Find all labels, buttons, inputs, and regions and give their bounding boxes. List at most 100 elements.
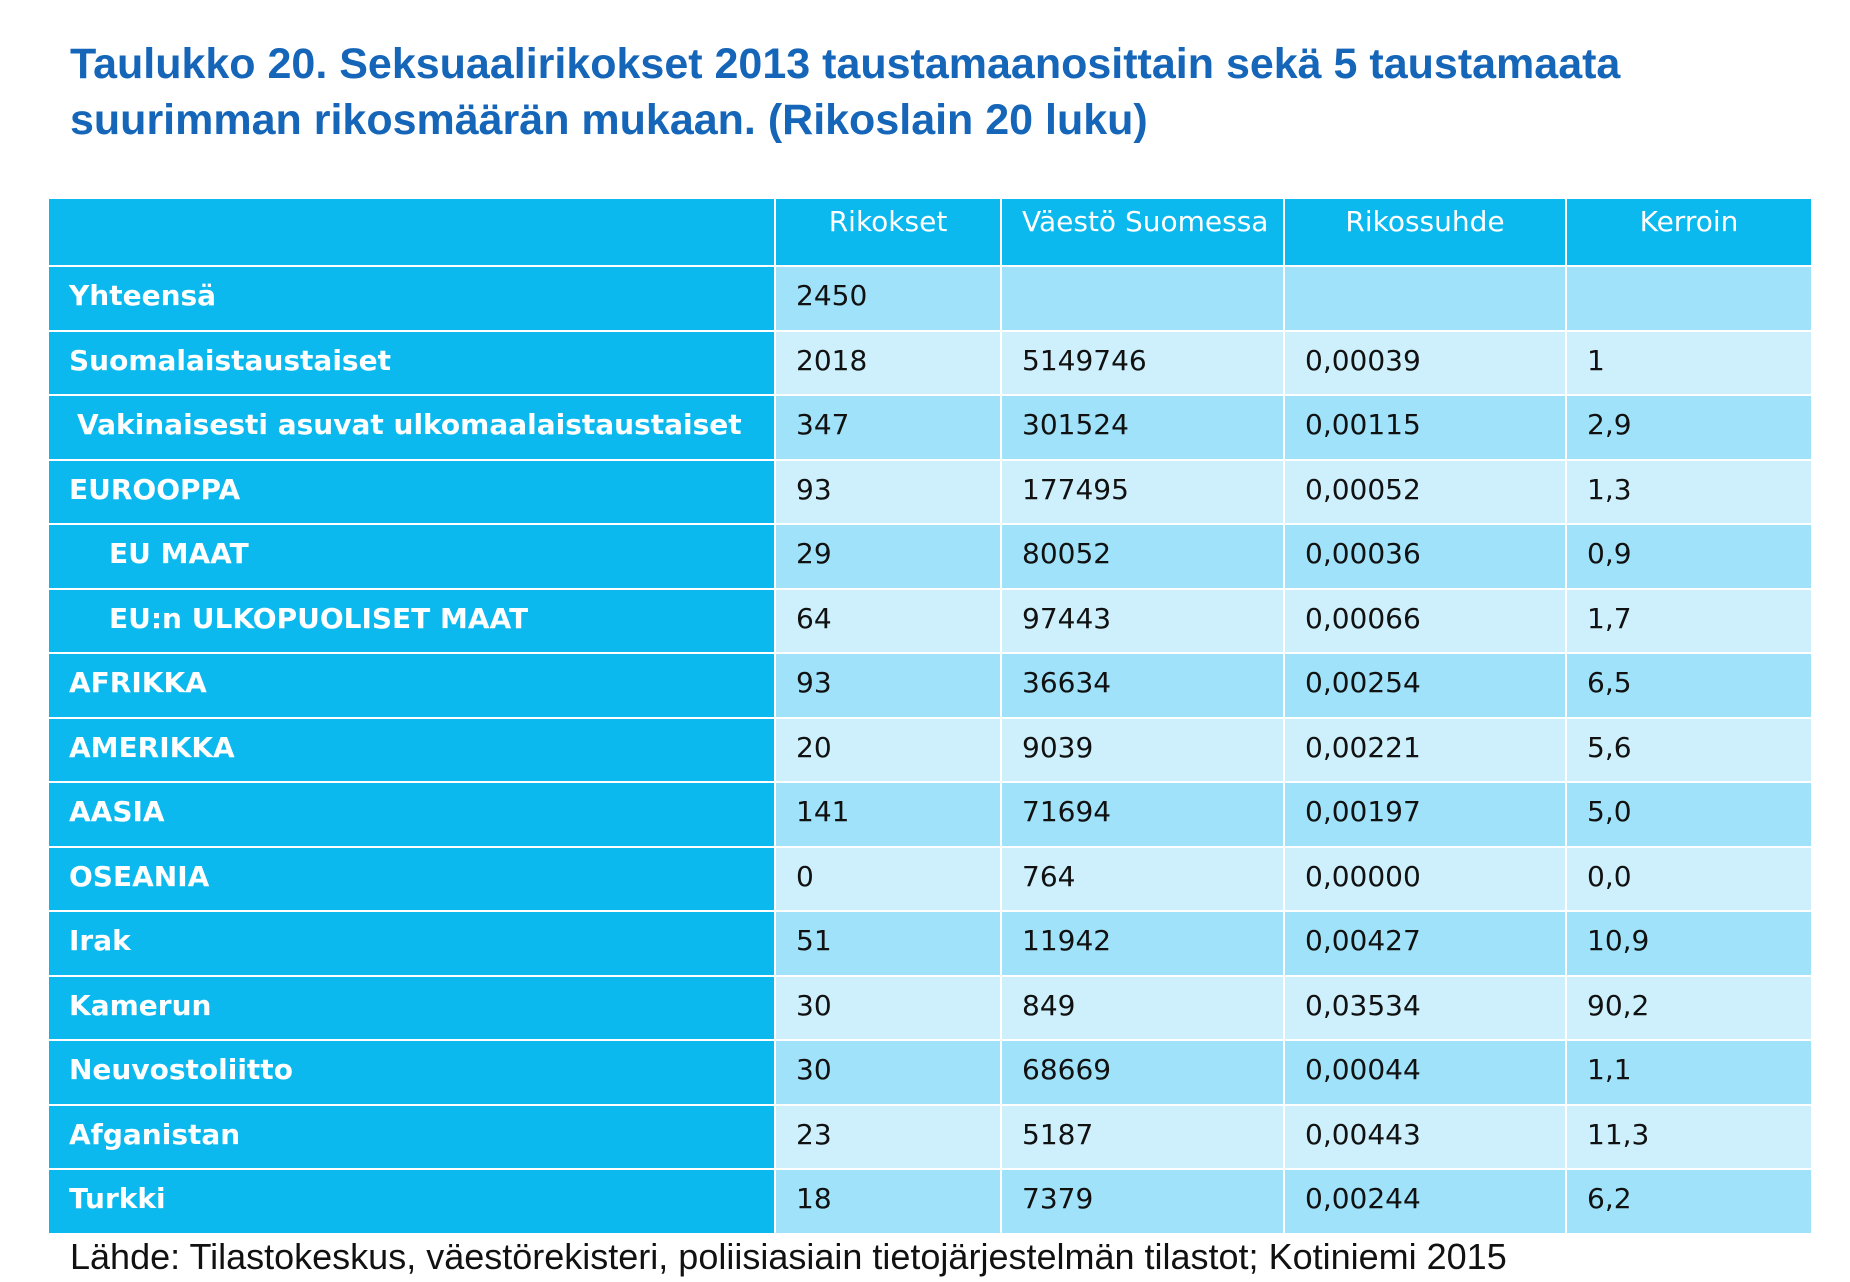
cell-rikossuhde: 0,00427 — [1283, 910, 1567, 977]
cell-vaesto: 9039 — [1000, 716, 1285, 783]
cell-vaesto: 71694 — [1000, 781, 1285, 848]
cell-vaesto: 177495 — [1000, 458, 1285, 525]
cell-rikossuhde: 0,00036 — [1283, 523, 1567, 590]
cell-kerroin: 0,9 — [1565, 523, 1813, 590]
cell-rikokset: 0 — [774, 845, 1002, 912]
cell-rikokset: 347 — [774, 394, 1002, 461]
column-header-rikossuhde: Rikossuhde — [1283, 197, 1567, 267]
cell-vaesto: 301524 — [1000, 394, 1285, 461]
cell-rikossuhde: 0,00244 — [1283, 1168, 1567, 1235]
column-header-vaesto: Väestö Suomessa — [1000, 197, 1285, 267]
cell-kerroin: 1,7 — [1565, 587, 1813, 654]
table-row: Vakinaisesti asuvat ulkomaalaistaustaise… — [47, 394, 1813, 461]
cell-kerroin: 11,3 — [1565, 1103, 1813, 1170]
cell-rikossuhde: 0,03534 — [1283, 974, 1567, 1041]
header-row: Rikokset Väestö Suomessa Rikossuhde Kerr… — [47, 197, 1813, 267]
cell-kerroin: 6,5 — [1565, 652, 1813, 719]
cell-kerroin: 90,2 — [1565, 974, 1813, 1041]
cell-rikokset: 29 — [774, 523, 1002, 590]
cell-kerroin: 5,6 — [1565, 716, 1813, 783]
table-row: AMERIKKA 20 9039 0,00221 5,6 — [47, 716, 1813, 783]
cell-rikokset: 93 — [774, 458, 1002, 525]
row-label: AFRIKKA — [47, 652, 776, 719]
row-label: Irak — [47, 910, 776, 977]
cell-rikossuhde: 0,00254 — [1283, 652, 1567, 719]
cell-vaesto: 5149746 — [1000, 329, 1285, 396]
cell-rikossuhde: 0,00000 — [1283, 845, 1567, 912]
cell-kerroin: 1,3 — [1565, 458, 1813, 525]
table-header: Rikokset Väestö Suomessa Rikossuhde Kerr… — [47, 197, 1813, 267]
cell-rikossuhde: 0,00221 — [1283, 716, 1567, 783]
cell-kerroin: 5,0 — [1565, 781, 1813, 848]
cell-rikokset: 30 — [774, 974, 1002, 1041]
table-row: Irak 51 11942 0,00427 10,9 — [47, 910, 1813, 977]
cell-rikossuhde: 0,00066 — [1283, 587, 1567, 654]
cell-kerroin: 0,0 — [1565, 845, 1813, 912]
cell-rikokset: 23 — [774, 1103, 1002, 1170]
cell-rikossuhde: 0,00039 — [1283, 329, 1567, 396]
cell-kerroin: 2,9 — [1565, 394, 1813, 461]
crime-statistics-table: Rikokset Väestö Suomessa Rikossuhde Kerr… — [47, 197, 1813, 1235]
cell-vaesto: 849 — [1000, 974, 1285, 1041]
column-header-rikokset: Rikokset — [774, 197, 1002, 267]
cell-rikossuhde: 0,00443 — [1283, 1103, 1567, 1170]
cell-rikokset: 93 — [774, 652, 1002, 719]
cell-rikokset: 2018 — [774, 329, 1002, 396]
cell-kerroin: 6,2 — [1565, 1168, 1813, 1235]
cell-vaesto: 80052 — [1000, 523, 1285, 590]
table-row: Yhteensä 2450 — [47, 265, 1813, 332]
table-row: EUROOPPA 93 177495 0,00052 1,3 — [47, 458, 1813, 525]
cell-vaesto: 7379 — [1000, 1168, 1285, 1235]
cell-rikossuhde: 0,00115 — [1283, 394, 1567, 461]
table-row: Afganistan 23 5187 0,00443 11,3 — [47, 1103, 1813, 1170]
source-note: Lähde: Tilastokeskus, väestörekisteri, p… — [70, 1236, 1507, 1277]
page-title: Taulukko 20. Seksuaalirikokset 2013 taus… — [70, 40, 1621, 144]
cell-vaesto: 764 — [1000, 845, 1285, 912]
table-body: Yhteensä 2450 Suomalaistaustaiset 2018 5… — [47, 265, 1813, 1235]
cell-rikokset: 18 — [774, 1168, 1002, 1235]
cell-rikokset: 2450 — [774, 265, 1002, 332]
row-label: Yhteensä — [47, 265, 776, 332]
cell-rikokset: 51 — [774, 910, 1002, 977]
cell-rikokset: 141 — [774, 781, 1002, 848]
table-row: Kamerun 30 849 0,03534 90,2 — [47, 974, 1813, 1041]
cell-rikokset: 64 — [774, 587, 1002, 654]
table-row: Suomalaistaustaiset 2018 5149746 0,00039… — [47, 329, 1813, 396]
cell-vaesto — [1000, 265, 1285, 332]
column-header-kerroin: Kerroin — [1565, 197, 1813, 267]
cell-vaesto: 5187 — [1000, 1103, 1285, 1170]
row-label: Afganistan — [47, 1103, 776, 1170]
cell-kerroin: 10,9 — [1565, 910, 1813, 977]
cell-kerroin: 1,1 — [1565, 1039, 1813, 1106]
row-label: EU:n ULKOPUOLISET MAAT — [47, 587, 776, 654]
cell-vaesto: 36634 — [1000, 652, 1285, 719]
row-label: AMERIKKA — [47, 716, 776, 783]
row-label: Turkki — [47, 1168, 776, 1235]
cell-rikossuhde: 0,00052 — [1283, 458, 1567, 525]
row-label: Vakinaisesti asuvat ulkomaalaistaustaise… — [47, 394, 776, 461]
cell-rikokset: 20 — [774, 716, 1002, 783]
cell-rikossuhde — [1283, 265, 1567, 332]
table-row: EU:n ULKOPUOLISET MAAT 64 97443 0,00066 … — [47, 587, 1813, 654]
table-row: Neuvostoliitto 30 68669 0,00044 1,1 — [47, 1039, 1813, 1106]
row-label: Neuvostoliitto — [47, 1039, 776, 1106]
table-row: OSEANIA 0 764 0,00000 0,0 — [47, 845, 1813, 912]
table-row: AASIA 141 71694 0,00197 5,0 — [47, 781, 1813, 848]
table-row: Turkki 18 7379 0,00244 6,2 — [47, 1168, 1813, 1235]
cell-vaesto: 68669 — [1000, 1039, 1285, 1106]
column-header-label — [47, 197, 776, 267]
table-row: AFRIKKA 93 36634 0,00254 6,5 — [47, 652, 1813, 719]
row-label: AASIA — [47, 781, 776, 848]
cell-vaesto: 11942 — [1000, 910, 1285, 977]
row-label: OSEANIA — [47, 845, 776, 912]
table-row: EU MAAT 29 80052 0,00036 0,9 — [47, 523, 1813, 590]
cell-kerroin — [1565, 265, 1813, 332]
row-label: EU MAAT — [47, 523, 776, 590]
cell-rikossuhde: 0,00044 — [1283, 1039, 1567, 1106]
cell-rikokset: 30 — [774, 1039, 1002, 1106]
row-label: EUROOPPA — [47, 458, 776, 525]
row-label: Suomalaistaustaiset — [47, 329, 776, 396]
cell-vaesto: 97443 — [1000, 587, 1285, 654]
cell-kerroin: 1 — [1565, 329, 1813, 396]
cell-rikossuhde: 0,00197 — [1283, 781, 1567, 848]
